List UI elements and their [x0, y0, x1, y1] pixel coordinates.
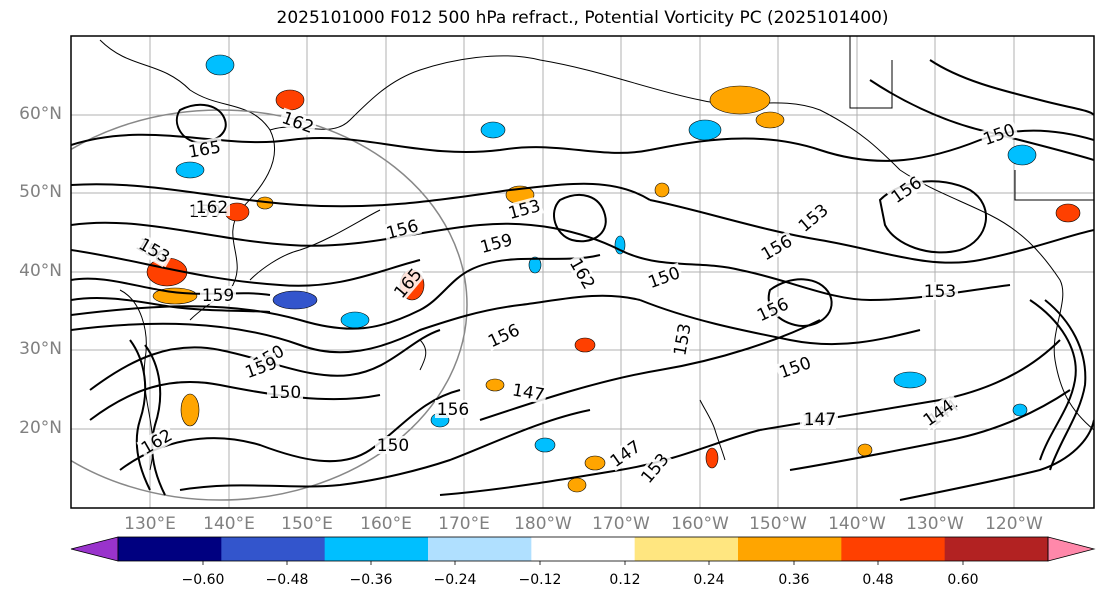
colorbar-extend-low — [70, 536, 119, 562]
contour-label-bg — [922, 282, 958, 300]
lat-label: 40°N — [19, 261, 62, 281]
contour-label-bg — [793, 199, 833, 237]
coastlines — [99, 36, 1094, 471]
lon-label: 170°W — [592, 514, 650, 534]
colorbar-segment — [428, 537, 532, 561]
contour-label-bg — [565, 253, 600, 294]
lat-label: 30°N — [19, 339, 62, 359]
contour-label-bg — [185, 137, 224, 162]
refractivity-contours — [71, 59, 1094, 501]
contour-label-bg — [134, 233, 175, 268]
contour-label-bg — [200, 286, 236, 304]
contour-label: 147 — [804, 410, 836, 430]
contour-label: 150 — [377, 436, 409, 456]
colorbar-extend-high — [1047, 536, 1096, 562]
lon-label: 140°E — [203, 514, 255, 534]
contour-label-bg — [509, 380, 548, 405]
colorbar-tick-label: 0.12 — [609, 572, 641, 588]
lon-label: 160°E — [360, 514, 412, 534]
colorbar-segment — [738, 537, 842, 561]
colorbar-frame — [117, 536, 1049, 562]
contour-label-bg — [670, 320, 695, 359]
colorbar — [70, 536, 1096, 565]
contour-label: 162 — [196, 198, 228, 218]
contour-label-bg — [802, 410, 838, 428]
contour-label-bg — [375, 436, 411, 454]
contour-label-bg — [382, 215, 422, 243]
lon-label: 160°W — [671, 514, 729, 534]
contour-label-bg — [886, 171, 927, 208]
contour-label-bg — [136, 424, 177, 459]
contour-label-bg — [756, 230, 797, 265]
colorbar-tick-label: 0.24 — [693, 572, 725, 588]
lon-label: 120°W — [985, 514, 1043, 534]
lon-label: 180°W — [514, 514, 572, 534]
colorbar-segment — [324, 537, 429, 561]
contour-label-bg — [483, 319, 524, 352]
colorbar-segment — [944, 537, 1049, 561]
contour-label-bg — [605, 435, 646, 472]
contour-label: 150 — [269, 383, 301, 403]
contour-label-bg — [643, 262, 684, 292]
colorbar-tick-label: 0.36 — [778, 572, 810, 588]
lat-label: 20°N — [19, 418, 62, 438]
lon-label: 130°E — [124, 514, 176, 534]
contour-label: 156 — [437, 400, 469, 420]
contour-label-bg — [636, 448, 674, 488]
contour-label-bg — [752, 293, 793, 326]
contour-label-bg — [504, 195, 544, 223]
colorbar-tick-label: 0.48 — [862, 572, 894, 588]
lon-label: 140°W — [828, 514, 886, 534]
colorbar-segment — [531, 537, 636, 561]
colorbar-tick-label: −0.24 — [433, 572, 477, 588]
contour-label-bg — [435, 400, 471, 418]
contour-label-bg — [918, 394, 959, 431]
contour-label: 159 — [202, 286, 234, 306]
lat-label: 50°N — [19, 182, 62, 202]
contour-label-bg — [240, 352, 281, 382]
lon-label: 130°W — [906, 514, 964, 534]
contour-label-bg — [978, 119, 1019, 149]
lon-label: 150°W — [749, 514, 807, 534]
contour-label-bg — [476, 229, 516, 257]
contour-label: 153 — [924, 282, 956, 302]
colorbar-tick-label: −0.48 — [265, 572, 309, 588]
colorbar-tick-label: −0.36 — [349, 572, 393, 588]
lon-label: 170°E — [438, 514, 490, 534]
colorbar-tick-label: −0.12 — [518, 572, 562, 588]
contour-label-bg — [194, 198, 230, 216]
contour-label-bg — [774, 352, 815, 382]
contour-label-bg — [267, 383, 303, 401]
colorbar-segment — [841, 537, 946, 561]
colorbar-segment — [221, 537, 326, 561]
contour-label-bg — [389, 263, 427, 303]
colorbar-segment — [118, 537, 222, 561]
chart-title: 2025101000 F012 500 hPa refract., Potent… — [276, 8, 889, 28]
great-circle — [71, 109, 468, 501]
colorbar-tick-label: 0.60 — [947, 572, 979, 588]
lon-label: 150°E — [281, 514, 333, 534]
map-frame — [70, 35, 1095, 509]
lat-label: 60°N — [19, 104, 62, 124]
contour-label-bg — [278, 107, 319, 137]
pv-shading — [146, 54, 1081, 493]
colorbar-tick-label: −0.60 — [181, 572, 225, 588]
colorbar-segment — [634, 537, 739, 561]
